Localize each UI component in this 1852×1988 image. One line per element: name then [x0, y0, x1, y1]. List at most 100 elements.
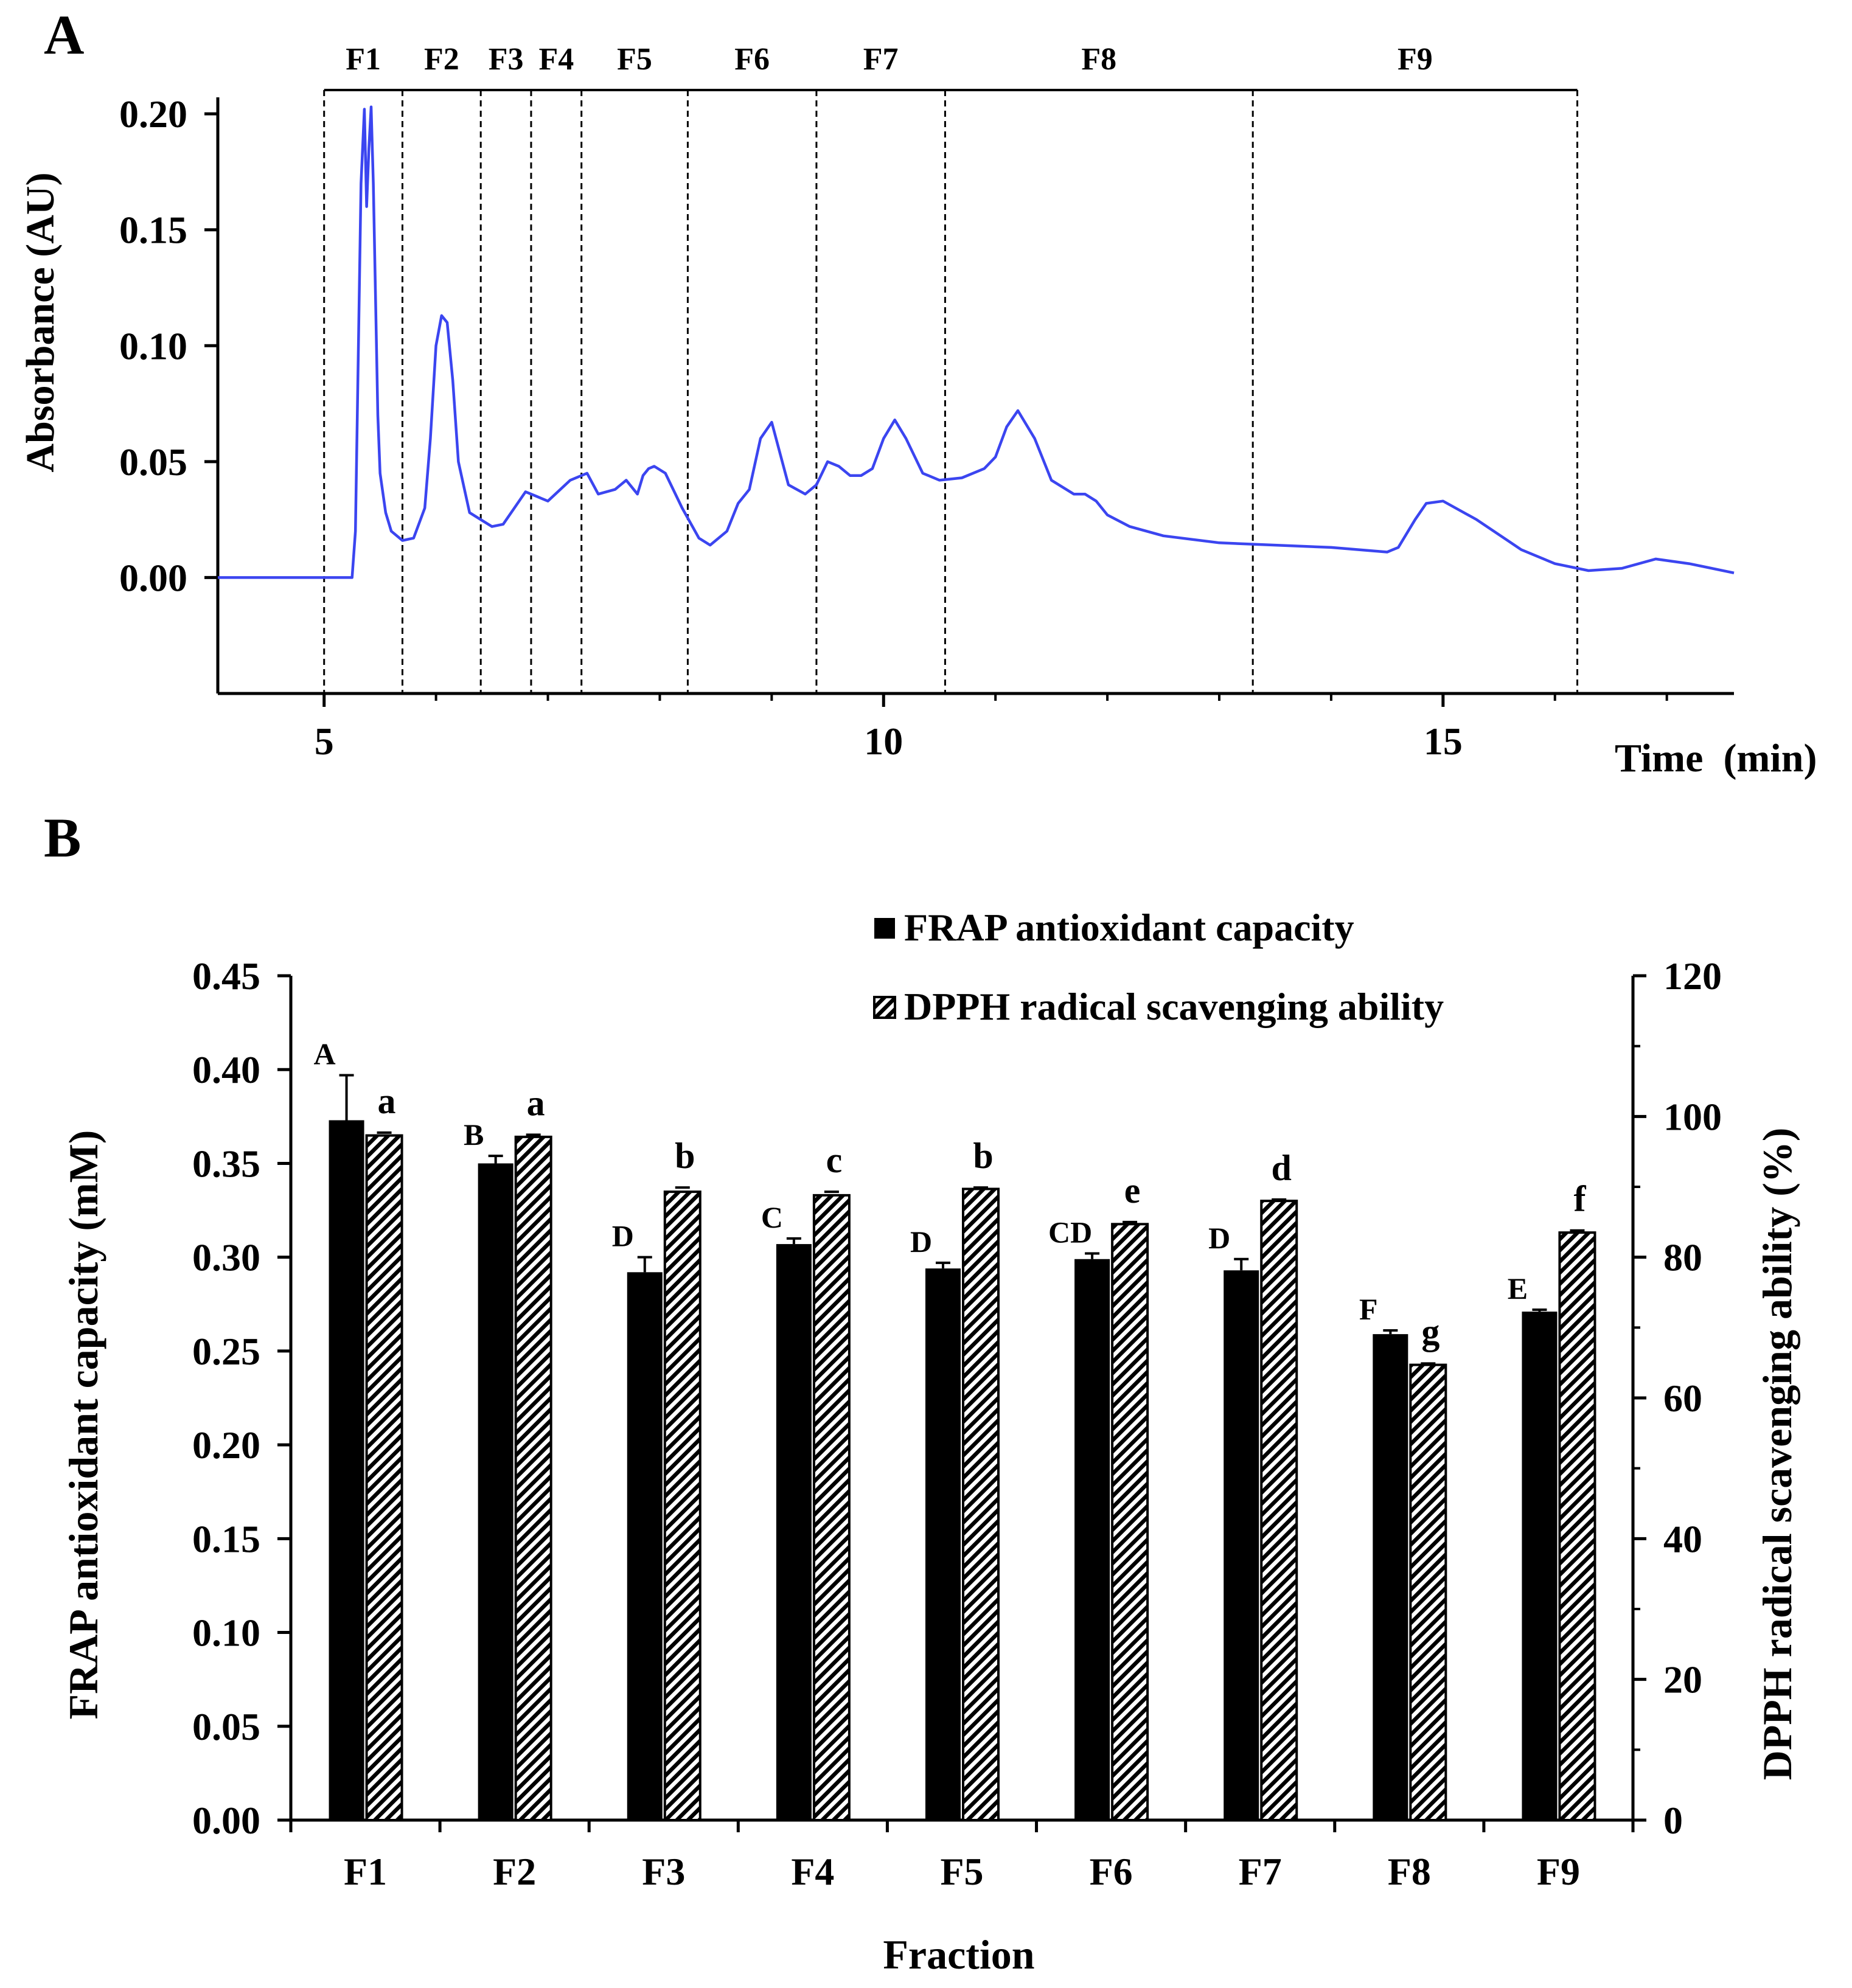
dpph-bar — [365, 1134, 403, 1821]
frap-bar — [776, 1244, 812, 1820]
legend-frap-label: FRAP antioxidant capacity — [904, 906, 1354, 949]
frap-bar — [1074, 1259, 1110, 1820]
left-tick-label: 0.35 — [192, 1142, 260, 1185]
y-tick-label: 0.20 — [119, 92, 187, 136]
dpph-bar — [1111, 1223, 1149, 1821]
absorbance-line — [218, 105, 1735, 579]
left-tick-label: 0.10 — [192, 1611, 260, 1655]
right-tick-label: 60 — [1663, 1377, 1702, 1420]
dpph-bar — [812, 1194, 851, 1821]
x-tick-label: 5 — [315, 720, 334, 763]
fraction-labels: F1 F2 F3 F4 F5 F6 F7 F8 F9 — [346, 42, 1433, 77]
dpph-letter: g — [1421, 1312, 1439, 1352]
left-tick-label: 0.40 — [192, 1048, 260, 1091]
x-tick-label: F3 — [642, 1850, 685, 1893]
fraction-label: F9 — [1398, 42, 1433, 77]
fraction-label: F2 — [424, 42, 459, 77]
fraction-label: F4 — [538, 42, 574, 77]
left-tick-label: 0.25 — [192, 1330, 260, 1373]
dpph-bar — [962, 1187, 1000, 1821]
x-tick-label: 15 — [1424, 720, 1463, 763]
legend-dpph-swatch — [873, 996, 896, 1019]
y-ticks: 0.00 0.05 0.10 0.15 0.20 — [119, 92, 218, 599]
x-ticks: F1 F2 F3 F4 F5 F6 F7 F8 F9 — [289, 1820, 1635, 1893]
frap-bar — [925, 1268, 961, 1820]
dpph-letter: e — [1124, 1170, 1141, 1211]
left-axis-label: FRAP antioxidant capacity (mM) — [60, 1130, 106, 1720]
left-tick-label: 0.15 — [192, 1517, 260, 1560]
x-tick-label: 10 — [864, 720, 903, 763]
x-tick-label: F1 — [344, 1850, 387, 1893]
frap-letter: C — [761, 1200, 783, 1234]
x-tick-label: F9 — [1537, 1850, 1580, 1893]
fraction-label: F6 — [734, 42, 770, 77]
frap-bar — [627, 1272, 663, 1820]
dpph-letter: f — [1573, 1179, 1586, 1219]
right-tick-label: 100 — [1663, 1095, 1722, 1138]
fraction-label: F1 — [346, 42, 381, 77]
left-tick-label: 0.05 — [192, 1705, 260, 1748]
dpph-bar — [1409, 1363, 1447, 1822]
right-tick-label: 120 — [1663, 954, 1722, 998]
x-tick-label: F4 — [791, 1850, 834, 1893]
frap-letter: F — [1359, 1292, 1378, 1326]
x-tick-label: F6 — [1090, 1850, 1133, 1893]
panel-b-label: B — [44, 807, 81, 869]
fraction-label: F3 — [489, 42, 524, 77]
dpph-letter: d — [1272, 1148, 1292, 1188]
chromatogram-panel: F1 F2 F3 F4 F5 F6 F7 F8 F9 5 10 15 0.00 0.05 0.10 0.1… — [18, 42, 1817, 780]
right-tick-label: 40 — [1663, 1517, 1702, 1560]
legend-dpph-label: DPPH radical scavenging ability — [904, 985, 1444, 1028]
dpph-bar — [1558, 1231, 1596, 1821]
y-tick-label: 0.10 — [119, 324, 187, 367]
left-tick-label: 0.45 — [192, 954, 260, 998]
x-ticks: 5 10 15 — [315, 693, 1668, 763]
legend-frap-swatch — [874, 918, 895, 939]
x-axis-label: Fraction — [883, 1931, 1034, 1978]
left-tick-label: 0.30 — [192, 1236, 260, 1279]
left-tick-label: 0.20 — [192, 1423, 260, 1467]
frap-bar — [329, 1120, 364, 1820]
dpph-letter: a — [527, 1083, 545, 1123]
frap-letter: E — [1508, 1271, 1528, 1305]
x-tick-label: F5 — [940, 1850, 983, 1893]
dpph-bar — [663, 1190, 701, 1821]
fraction-label: F5 — [617, 42, 652, 77]
dpph-bar — [514, 1135, 552, 1821]
panel-a-label: A — [44, 4, 84, 66]
bar-chart-panel: 0.00 0.05 0.10 0.15 0.20 0.25 0.30 0.35 0.40 0.45… — [60, 906, 1800, 1978]
dpph-letter: a — [378, 1081, 396, 1121]
frap-bar — [1522, 1312, 1558, 1820]
right-ticks: 0 20 40 60 80 100 120 — [1633, 954, 1722, 1842]
left-ticks: 0.00 0.05 0.10 0.15 0.20 0.25 0.30 0.35 0.40 0.45 — [192, 954, 291, 1842]
y-tick-label: 0.05 — [119, 440, 187, 484]
frap-letter: B — [464, 1117, 484, 1152]
frap-letter: D — [910, 1225, 932, 1259]
bars: Aa Ba Db Cc Db CD e Dd Fg Ef — [314, 1037, 1596, 1822]
y-axis-label: Absorbance (AU) — [18, 172, 63, 472]
frap-bar — [1224, 1270, 1259, 1820]
dpph-bar — [1260, 1200, 1298, 1821]
legend: FRAP antioxidant capacity DPPH radical s… — [873, 906, 1444, 1028]
frap-letter: D — [612, 1219, 634, 1253]
frap-letter: A — [314, 1037, 336, 1071]
right-tick-label: 0 — [1663, 1799, 1683, 1842]
fraction-label: F7 — [863, 42, 899, 77]
x-tick-label: F2 — [493, 1850, 536, 1893]
right-tick-label: 20 — [1663, 1658, 1702, 1701]
y-tick-label: 0.15 — [119, 209, 187, 252]
fraction-label: F8 — [1081, 42, 1116, 77]
fraction-boundaries — [323, 90, 1579, 693]
y-tick-label: 0.00 — [119, 556, 187, 599]
x-tick-label: F7 — [1239, 1850, 1282, 1893]
left-tick-label: 0.00 — [192, 1799, 260, 1842]
dpph-letter: c — [826, 1140, 843, 1180]
x-tick-label: F8 — [1388, 1850, 1431, 1893]
dpph-letter: b — [675, 1136, 695, 1176]
frap-bar — [478, 1163, 513, 1820]
frap-letter: D — [1208, 1221, 1230, 1255]
x-axis-label: Time (min) — [1615, 736, 1817, 780]
right-tick-label: 80 — [1663, 1236, 1702, 1279]
dpph-letter: b — [973, 1136, 993, 1176]
right-axis-label: DPPH radical scavenging ability (%) — [1754, 1128, 1800, 1781]
